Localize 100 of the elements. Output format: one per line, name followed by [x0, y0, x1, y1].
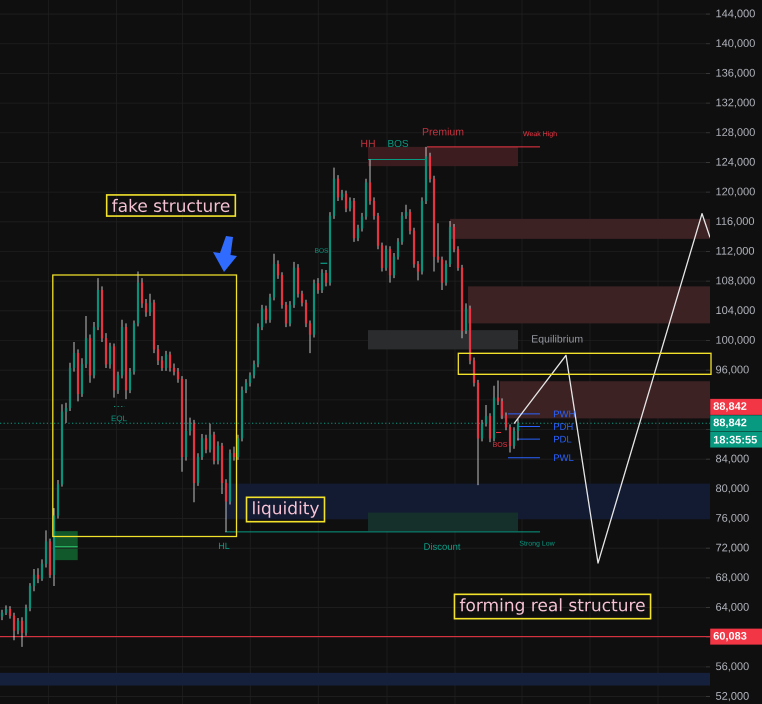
candlestick [488, 412, 492, 443]
candlestick [288, 300, 292, 327]
candlestick [40, 558, 44, 582]
candlestick [284, 302, 288, 328]
y-tick-label: 84,000 [716, 454, 749, 464]
y-tick-label: 140,000 [716, 39, 755, 48]
y-tick-label: 56,000 [716, 662, 749, 672]
candlestick [32, 568, 36, 592]
ref-line-label: 60,083 [714, 632, 746, 642]
candlestick [344, 190, 348, 213]
annotation: fake structure [112, 198, 230, 212]
candlestick [260, 304, 264, 331]
candlestick [512, 426, 516, 450]
y-tick-label: 108,000 [716, 276, 755, 286]
candlestick [264, 305, 268, 324]
candlestick [160, 356, 164, 372]
y-tick-label: 116,000 [716, 217, 754, 226]
ref-line-label: PDH [554, 423, 572, 430]
candlestick [452, 224, 456, 253]
candlestick [428, 152, 432, 183]
candlestick [472, 357, 476, 387]
candlestick [28, 582, 32, 612]
ref-line-label: PDL [554, 436, 572, 442]
candlestick [404, 204, 408, 220]
candlestick [348, 196, 352, 212]
candlestick [276, 260, 280, 280]
candlestick [36, 568, 40, 584]
candlestick [384, 245, 388, 272]
candlestick [440, 256, 444, 290]
candlestick [356, 224, 360, 242]
candlestick [360, 212, 364, 232]
candlestick [248, 372, 252, 387]
ref-line-label: BOS [388, 140, 408, 148]
candlestick [244, 378, 248, 394]
candlestick [252, 360, 256, 379]
candlestick [176, 368, 180, 384]
candlestick [316, 278, 320, 294]
candlestick [368, 159, 372, 206]
candlestick [380, 242, 384, 272]
y-tick-label: 64,000 [716, 603, 749, 612]
candlestick [396, 238, 400, 260]
candlestick [200, 434, 204, 460]
candlestick [108, 342, 112, 370]
band-label: Equilibrium [532, 334, 582, 345]
candlestick [456, 246, 460, 272]
candlestick [44, 530, 48, 568]
candlestick [216, 440, 220, 465]
ref-line-label: 88,842 [714, 418, 746, 428]
y-tick-label: 128,000 [716, 128, 755, 138]
y-tick-label: 120,000 [716, 188, 755, 197]
candlestick [72, 342, 76, 372]
candlestick [116, 371, 120, 394]
candlestick [408, 208, 412, 235]
candlestick [4, 604, 8, 616]
candlestick [236, 434, 240, 460]
candlestick [496, 380, 500, 406]
ref-line-label: PWL [554, 454, 574, 461]
candlestick [304, 299, 308, 328]
candlestick [148, 293, 152, 316]
y-tick-label: 100,000 [716, 336, 755, 346]
annotation: HH [361, 140, 375, 148]
candlestick [232, 446, 236, 462]
band-label: Premium [422, 128, 464, 136]
candlestick [340, 190, 344, 201]
candlestick [500, 398, 504, 420]
y-tick-label: 96,000 [716, 366, 749, 375]
candlestick [168, 351, 172, 372]
candlestick [336, 174, 340, 202]
candlestick [308, 320, 312, 354]
y-tick-label: 80,000 [716, 484, 749, 494]
y-tick-label: 112,000 [716, 246, 754, 256]
y-tick-label: 132,000 [716, 98, 755, 108]
y-tick-label: 136,000 [716, 68, 755, 78]
candlestick [508, 424, 512, 453]
candlestick [416, 260, 420, 281]
text: 18:35:55 [714, 436, 757, 444]
candlestick [464, 303, 468, 334]
candlestick [436, 222, 440, 263]
candlestick [128, 368, 132, 394]
candlestick [204, 434, 208, 454]
candlestick [392, 252, 396, 279]
y-tick-label: 104,000 [716, 306, 755, 316]
candlestick [504, 412, 508, 431]
candlestick [300, 290, 304, 307]
candlestick [444, 260, 448, 286]
y-tick-label: 76,000 [716, 514, 749, 524]
y-tick-label: 72,000 [716, 544, 749, 553]
candlestick [320, 268, 324, 294]
annotation: liquidity [253, 501, 320, 518]
y-tick-label: 144,000 [716, 10, 755, 19]
band-label: Discount [424, 542, 460, 550]
candlestick [8, 606, 12, 620]
y-tick-label: 68,000 [716, 573, 749, 582]
annotation: HL [218, 542, 230, 549]
text: 88,842 [714, 402, 746, 412]
ref-line-label: EQL [112, 416, 127, 423]
candlestick [156, 344, 160, 366]
y-tick-label: 124,000 [716, 158, 755, 167]
candlestick [164, 350, 168, 372]
candlestick [224, 478, 228, 532]
